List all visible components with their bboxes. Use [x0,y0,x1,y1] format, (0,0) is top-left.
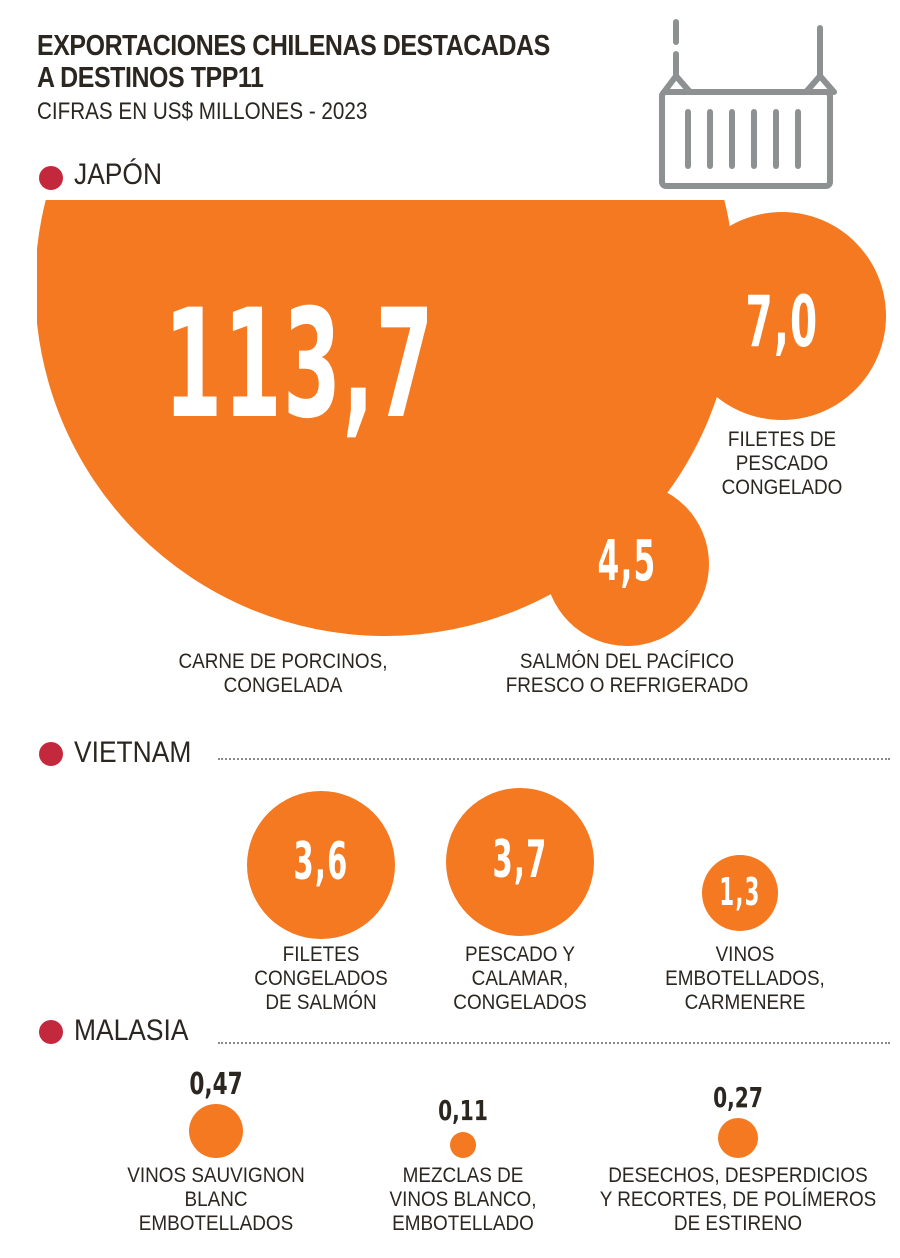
item-label-line: PESCADO Y [465,943,575,966]
bubble-japon-2 [678,212,886,420]
bubble-vietnam-2 [446,788,594,936]
item-label-line: VINOS SAUVIGNON [127,1164,305,1187]
item-label-line: VINOS [715,943,775,966]
item-label-line: EMBOTELLADOS, [665,967,825,990]
chart-title: EXPORTACIONES CHILENAS DESTACADAS A DEST… [37,30,550,94]
item-label-line: CONGELADOS [254,967,388,990]
item-label-vietnam-3: VINOS EMBOTELLADOS, CARMENERE [601,943,889,1015]
value-label-japon-3: 4,5 [597,529,657,594]
title-line-1: EXPORTACIONES CHILENAS DESTACADAS [37,30,550,62]
group-label-malasia: MALASIA [74,1014,189,1047]
item-label-line: BLANC [184,1188,248,1211]
item-label-line: CARNE DE PORCINOS, [178,650,388,673]
bubble-vietnam-1 [247,791,395,939]
item-label-japon-3: SALMÓN DEL PACÍFICO FRESCO O REFRIGERADO [483,650,771,698]
value-label-vietnam-2: 3,7 [492,830,548,890]
item-label-line: CARMENERE [684,991,806,1014]
value-label-malasia-1: 0,47 [189,1067,243,1102]
chart-subtitle: CIFRAS EN US$ MILLONES - 2023 [37,98,368,125]
item-label-line: SALMÓN DEL PACÍFICO [519,650,735,673]
bubble-malasia-1 [189,1104,243,1158]
value-label-malasia-2: 0,11 [438,1094,488,1127]
item-label-line: CONGELADOS [453,991,587,1014]
item-label-line: VINOS BLANCO, [389,1188,537,1211]
bubble-japon-3 [545,482,709,646]
title-line-2: A DESTINOS TPP11 [37,62,264,94]
value-label-japon-1: 113,7 [164,278,435,452]
item-label-line: CALAMAR, [471,967,569,990]
item-label-line: PESCADO [735,452,829,475]
malasia-marker-dot [39,1020,63,1044]
item-label-line: FILETES [282,943,360,966]
bubble-malasia-3 [718,1118,758,1158]
item-label-line: DE ESTIRENO [673,1212,803,1235]
item-label-vietnam-2: PESCADO Y CALAMAR, CONGELADOS [376,943,664,1015]
group-label-vietnam: VIETNAM [74,736,192,769]
item-label-malasia-3: DESECHOS, DESPERDICIOS Y RECORTES, DE POL… [594,1164,882,1236]
item-label-line: CONGELADA [223,674,343,697]
item-label-malasia-1: VINOS SAUVIGNON BLANC EMBOTELLADOS [72,1164,360,1236]
value-label-vietnam-3: 1,3 [719,870,761,914]
item-label-japon-2: FILETES DE PESCADO CONGELADO [638,428,900,500]
item-label-line: FILETES DE [727,428,837,451]
value-label-malasia-3: 0,27 [713,1081,763,1114]
bubble-malasia-2 [450,1132,476,1158]
group-label-japan: JAPÓN [74,158,163,191]
item-label-line: DESECHOS, DESPERDICIOS [608,1164,868,1187]
value-label-vietnam-1: 3,6 [293,832,349,892]
item-label-line: FRESCO O REFRIGERADO [505,674,749,697]
item-label-japon-1: CARNE DE PORCINOS, CONGELADA [139,650,427,698]
item-label-line: MEZCLAS DE [402,1164,524,1187]
vietnam-divider [218,758,890,760]
item-label-vietnam-1: FILETES CONGELADOS DE SALMÓN [177,943,465,1015]
item-label-line: EMBOTELLADO [392,1212,534,1235]
item-label-line: Y RECORTES, DE POLÍMEROS [599,1188,877,1211]
value-label-japon-2: 7,0 [745,281,819,363]
malasia-divider [218,1042,890,1044]
vietnam-marker-dot [39,742,63,766]
item-label-malasia-2: MEZCLAS DE VINOS BLANCO, EMBOTELLADO [319,1164,607,1236]
item-label-line: CONGELADO [721,476,843,499]
item-label-line: DE SALMÓN [265,991,377,1014]
japan-marker-dot [39,166,63,190]
item-label-line: EMBOTELLADOS [138,1212,294,1235]
bubble-vietnam-3 [702,855,778,931]
